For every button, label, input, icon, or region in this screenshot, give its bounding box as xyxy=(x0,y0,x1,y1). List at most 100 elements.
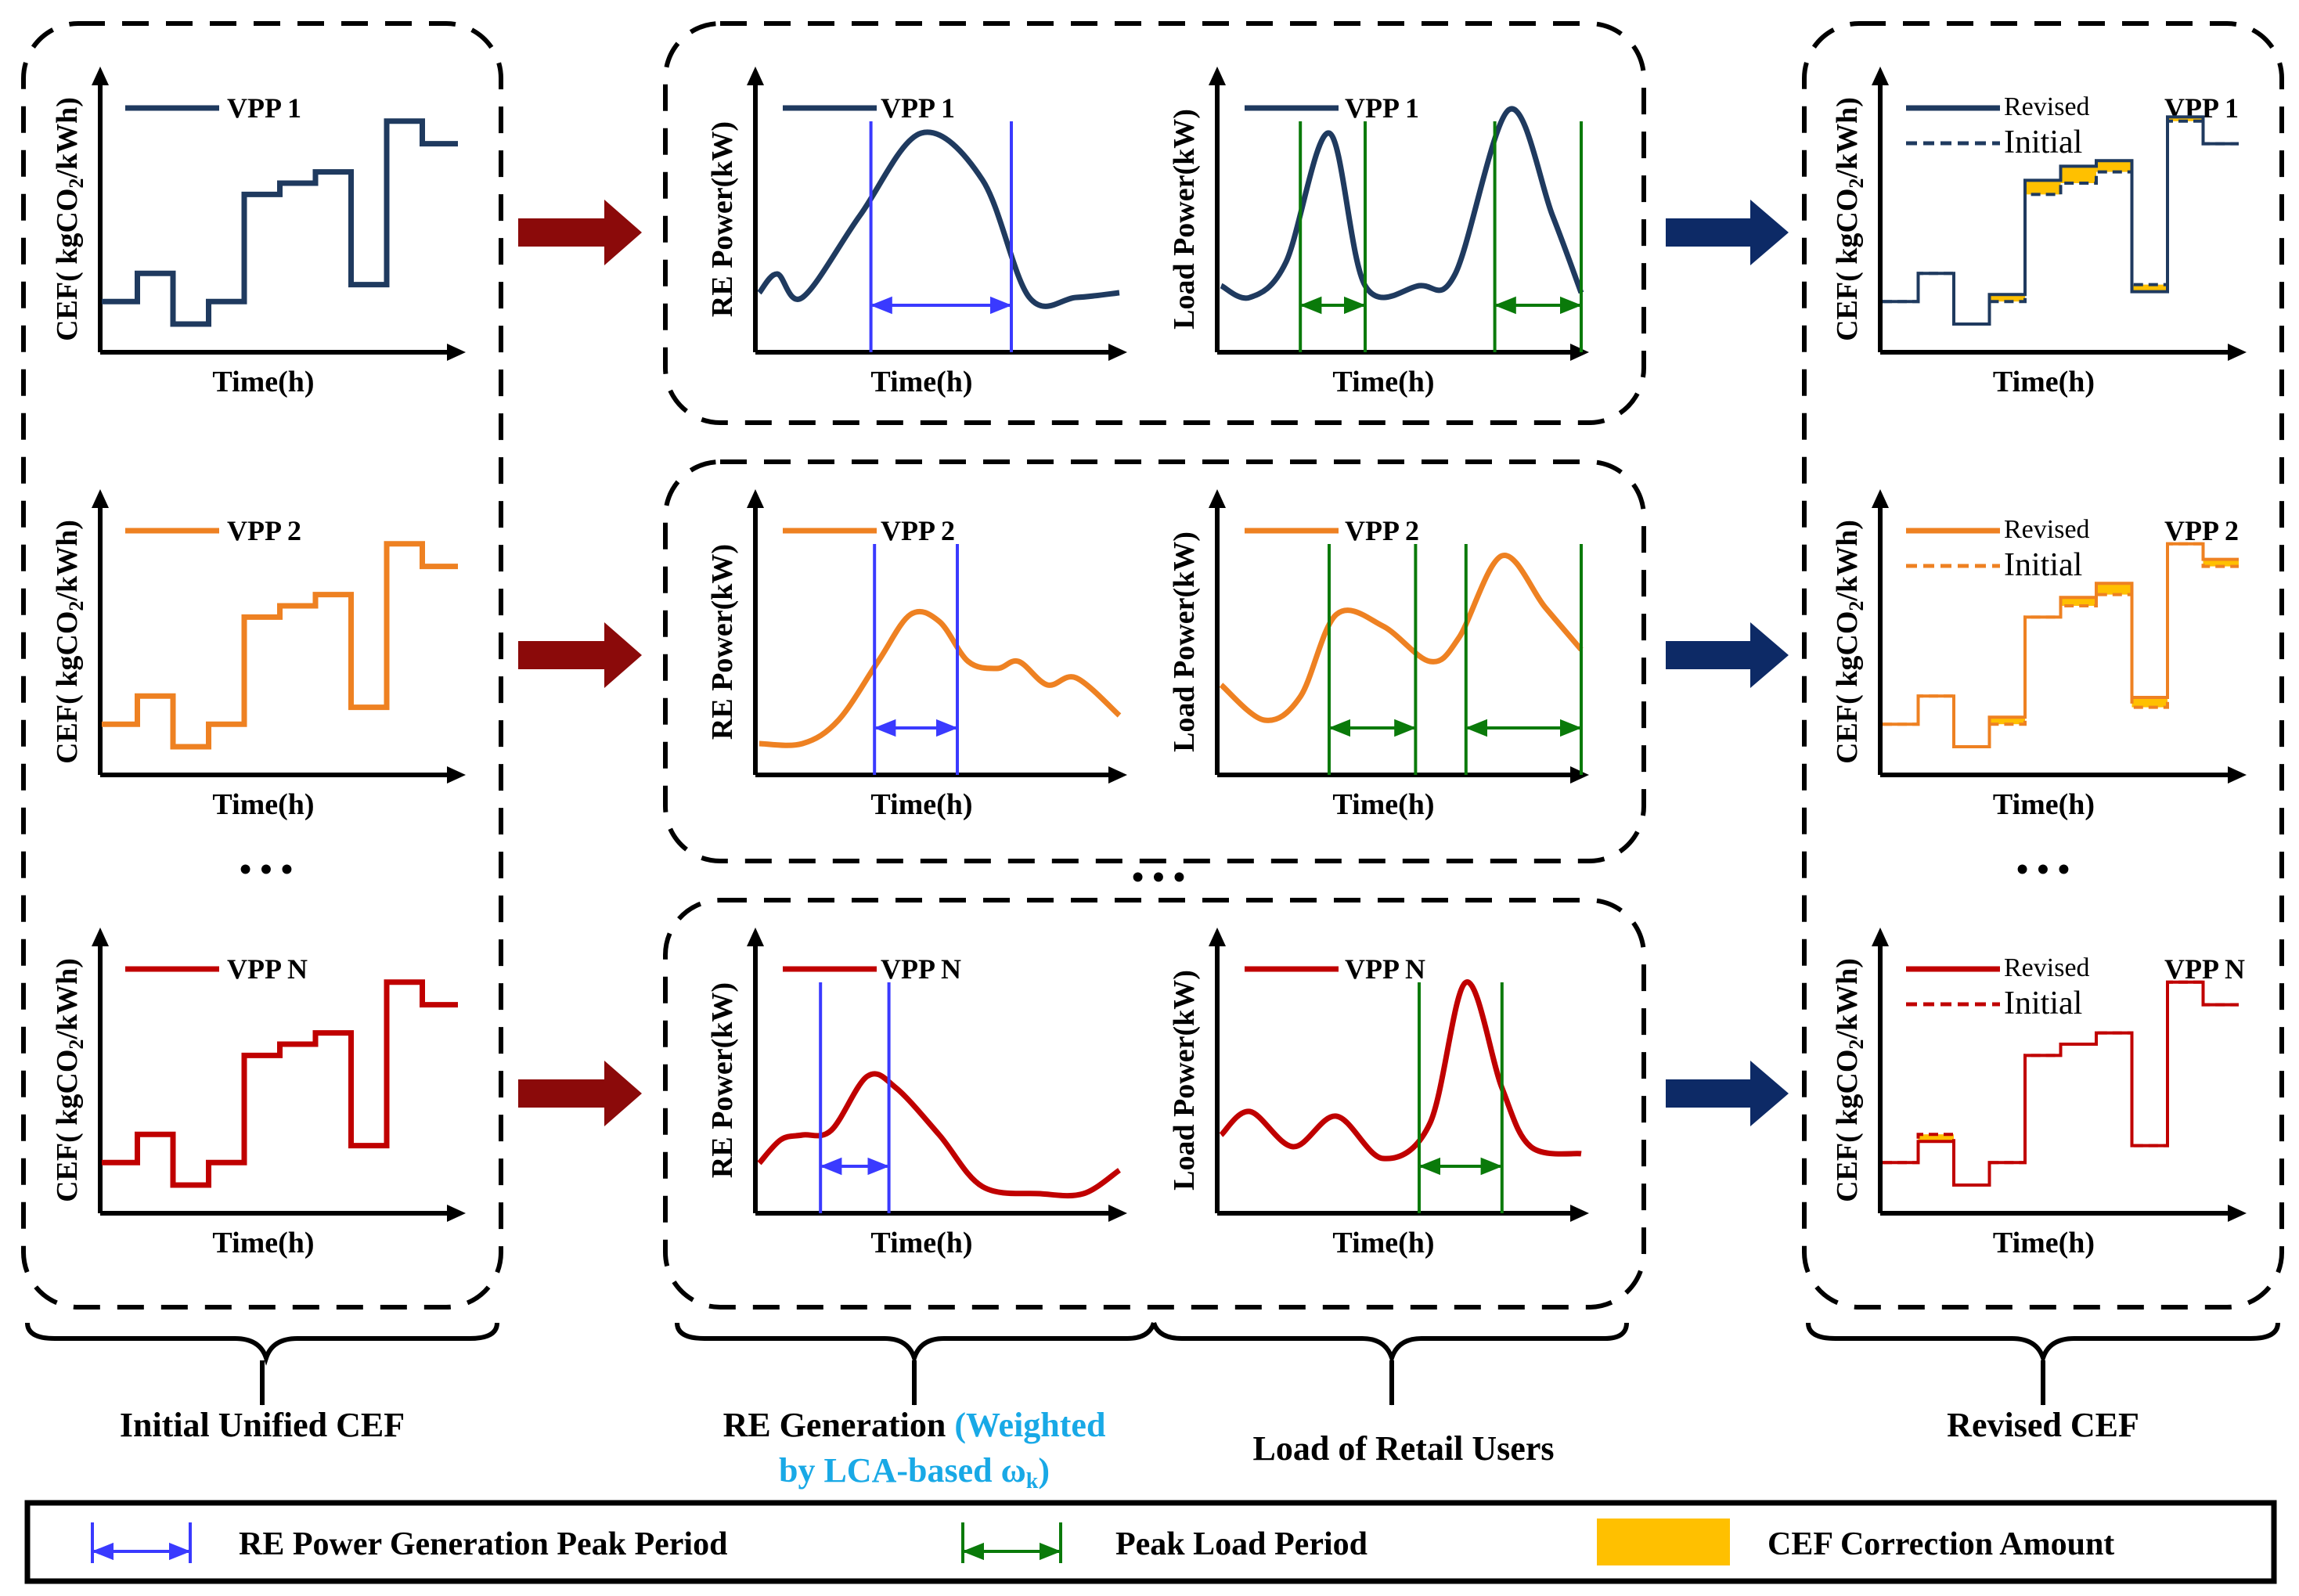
re-generation-vpp1-y-arrowhead xyxy=(747,67,764,85)
load-panel-vppN: Load Power(kW) Time(h) VPP N xyxy=(1168,928,1589,1259)
revised-cef-vpp1-x-label: Time(h) xyxy=(1993,366,2095,398)
load-vppN-x-label: Time(h) xyxy=(1332,1227,1434,1259)
initial-cef-vppN-y-label: CEF( kgCO2/kWh) xyxy=(51,958,88,1202)
frames xyxy=(21,21,2284,1310)
flow-arrow-in-vppN xyxy=(518,1061,642,1126)
ellipsis-revised: • • • xyxy=(2016,850,2070,888)
re-generation-vpp2-y-label: RE Power(kW) xyxy=(706,544,739,740)
label-initial-unified-cef: Initial Unified CEF xyxy=(120,1406,405,1444)
initial-cef-vpp2-x-arrowhead xyxy=(447,766,466,784)
revised-cef-vpp1-correction-6 xyxy=(2060,166,2096,183)
revised-cef-vpp2-y-arrowhead xyxy=(1872,489,1889,508)
revised-cef-vpp2-legend-revised: Revised xyxy=(2004,515,2090,544)
load-vpp2-legend-label: VPP 2 xyxy=(1345,515,1419,546)
initial-cef-vppN-x-label: Time(h) xyxy=(212,1227,314,1259)
re-generation-vpp2-x-label: Time(h) xyxy=(870,788,972,821)
load-panel-vpp1: Load Power(kW) Time(h) VPP 1 xyxy=(1168,67,1589,398)
revised-cef-vpp1-correction-7 xyxy=(2096,160,2132,172)
re-generation-vppN-curve xyxy=(757,1071,1122,1199)
initial-cef-panel-vpp2: CEF( kgCO2/kWh) Time(h) VPP 2 xyxy=(51,489,466,821)
load-vpp1-y-arrowhead xyxy=(1209,67,1226,85)
re-generation-panel-vpp1: RE Power(kW) Time(h) VPP 1 xyxy=(706,67,1127,398)
load-vpp2-y-label: Load Power(kW) xyxy=(1168,531,1201,752)
flow-arrow-in-vpp1 xyxy=(518,200,642,265)
label-re-weighted-b-sub: k xyxy=(1026,1469,1039,1493)
revised-cef-vpp2-x-label: Time(h) xyxy=(1993,788,2095,821)
revised-cef-vpp1-correction-4 xyxy=(1989,294,2025,302)
load-vppN-curve xyxy=(1219,979,1582,1162)
re-generation-vppN-legend-label: VPP N xyxy=(881,953,961,985)
label-re-weighted-a: (Weighted xyxy=(954,1406,1105,1444)
revised-cef-vpp2-revised-line xyxy=(1883,542,2239,748)
label-revised-cef: Revised CEF xyxy=(1947,1406,2139,1444)
revised-cef-vppN-x-arrowhead xyxy=(2228,1205,2247,1222)
revised-cef-vpp1-legend-revised: Revised xyxy=(2004,92,2090,121)
load-vpp2-x-label: Time(h) xyxy=(1332,788,1434,821)
re-generation-vpp1-x-arrowhead xyxy=(1108,344,1127,361)
revised-cef-vpp2-x-arrowhead xyxy=(2228,766,2247,784)
initial-cef-vpp1-x-arrowhead xyxy=(447,344,466,361)
revised-cef-vpp2-correction-4 xyxy=(1989,717,2025,725)
initial-cef-vppN-line xyxy=(102,979,458,1188)
re-generation-vpp1-curve xyxy=(757,129,1120,309)
load-vpp2-y-arrowhead xyxy=(1209,489,1226,508)
revised-cef-vpp2-legend-initial: Initial xyxy=(2004,547,2082,583)
revised-cef-vpp2-correction-6 xyxy=(2060,597,2096,606)
re-generation-vppN-y-arrowhead xyxy=(747,928,764,946)
initial-cef-vpp1-legend-label: VPP 1 xyxy=(227,92,301,124)
initial-cef-vpp1-line xyxy=(102,118,458,327)
ellipsis-initial: • • • xyxy=(240,850,293,888)
revised-cef-vpp1-revised-line xyxy=(1883,115,2239,326)
load-vpp2-curve xyxy=(1219,553,1584,723)
brace-load xyxy=(1151,1321,1629,1366)
re-generation-vpp2-curve xyxy=(759,608,1122,748)
re-generation-vppN-x-label: Time(h) xyxy=(870,1227,972,1259)
re-generation-panel-vppN: RE Power(kW) Time(h) VPP N xyxy=(706,928,1127,1259)
braces xyxy=(25,1321,2280,1406)
revised-cef-vpp2-y-label: CEF( kgCO2/kWh) xyxy=(1831,520,1868,764)
revised-cef-vpp1-correction-5 xyxy=(2025,180,2061,195)
brace-revised xyxy=(1806,1322,2280,1366)
flow-arrow-out-vpp2 xyxy=(1666,622,1789,688)
initial-cef-panel-vpp1: CEF( kgCO2/kWh) Time(h) VPP 1 xyxy=(51,67,466,398)
re-generation-vpp1-x-label: Time(h) xyxy=(870,366,972,398)
initial-cef-vpp2-y-label: CEF( kgCO2/kWh) xyxy=(51,520,88,764)
re-generation-vppN-y-label: RE Power(kW) xyxy=(706,982,739,1178)
label-re-weighted-b-pre: by LCA-based ω xyxy=(779,1451,1026,1490)
revised-cef-vppN-x-label: Time(h) xyxy=(1993,1227,2095,1259)
initial-cef-vpp1-y-arrowhead xyxy=(92,67,109,85)
load-vppN-x-arrowhead xyxy=(1570,1205,1589,1222)
initial-cef-vpp2-x-label: Time(h) xyxy=(212,788,314,821)
revised-cef-vppN-legend-initial: Initial xyxy=(2004,985,2082,1021)
initial-cef-vppN-y-arrowhead xyxy=(92,928,109,946)
frame-row-n xyxy=(663,898,1646,1310)
revised-cef-vpp2-vpp-label: VPP 2 xyxy=(2164,515,2239,546)
initial-cef-vppN-x-arrowhead xyxy=(447,1205,466,1222)
initial-cef-vpp2-y-arrowhead xyxy=(92,489,109,508)
revised-cef-vppN-legend-revised: Revised xyxy=(2004,953,2090,982)
frame-initial-cef xyxy=(21,21,503,1310)
legend-box xyxy=(24,1500,2277,1584)
revised-cef-vpp1-x-arrowhead xyxy=(2228,344,2247,361)
re-generation-vppN-x-arrowhead xyxy=(1108,1205,1127,1222)
label-load-retail-users: Load of Retail Users xyxy=(1253,1429,1555,1468)
load-vppN-y-label: Load Power(kW) xyxy=(1168,970,1201,1191)
re-generation-panel-vpp2: RE Power(kW) Time(h) VPP 2 xyxy=(706,489,1127,821)
revised-cef-vpp2-correction-7 xyxy=(2096,583,2132,595)
initial-cef-vppN-legend-label: VPP N xyxy=(227,953,308,985)
initial-cef-panel-vppN: CEF( kgCO2/kWh) Time(h) VPP N xyxy=(51,928,466,1259)
revised-cef-vpp1-y-label: CEF( kgCO2/kWh) xyxy=(1831,97,1868,341)
frame-row-2 xyxy=(663,459,1646,863)
initial-cef-vpp1-x-label: Time(h) xyxy=(212,366,314,398)
legend-load-peak-label: Peak Load Period xyxy=(1115,1526,1368,1562)
label-re-generation: RE Generation (Weighted xyxy=(723,1406,1106,1444)
initial-cef-vpp2-legend-label: VPP 2 xyxy=(227,515,301,546)
label-re-weighted-b: by LCA-based ωk) xyxy=(779,1451,1050,1493)
brace-initial xyxy=(25,1322,499,1366)
revised-cef-vppN-y-arrowhead xyxy=(1872,928,1889,946)
load-vpp1-y-label: Load Power(kW) xyxy=(1168,109,1201,330)
re-generation-vpp1-y-label: RE Power(kW) xyxy=(706,121,739,317)
revised-cef-vpp1-legend-initial: Initial xyxy=(2004,124,2082,160)
initial-cef-vpp1-y-label: CEF( kgCO2/kWh) xyxy=(51,97,88,341)
